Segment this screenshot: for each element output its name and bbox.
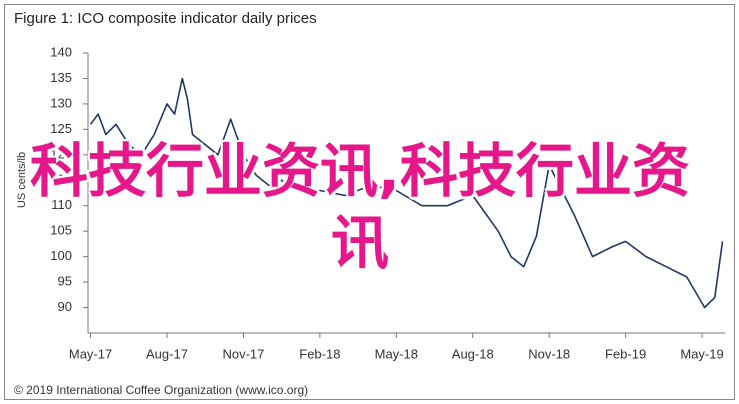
y-tick-label: 140 [50,44,72,59]
source: © 2019 International Coffee Organization… [14,383,308,397]
chart-title: Figure 1: ICO composite indicator daily … [14,10,317,27]
x-tick-label: May-19 [680,346,723,361]
x-tick-label: Feb-19 [605,346,646,361]
x-tick-label: Aug-18 [452,346,494,361]
y-tick-label: 105 [50,223,72,238]
x-tick-label: Nov-17 [222,346,264,361]
y-tick-label: 115 [51,172,72,187]
overlay-text: 科技行业资讯,科技行业资讯 [29,137,691,277]
x-tick-label: Feb-18 [299,346,340,361]
y-tick-label: 90 [58,299,72,314]
y-tick-label: 130 [50,95,72,110]
y-tick-label: 135 [50,70,72,85]
y-tick-label: 120 [50,146,72,161]
y-tick-label: 125 [50,121,72,136]
y-tick-label: 100 [50,248,72,263]
frame [4,4,735,400]
line-series [89,77,724,309]
y-axis-label: US cents/lb [16,152,28,208]
x-tick-label: Nov-18 [528,346,570,361]
x-tick-label: Aug-17 [146,346,188,361]
y-tick-label: 95 [58,274,72,289]
x-tick-label: May-18 [375,346,418,361]
y-tick-label: 110 [51,197,72,212]
x-tick-label: May-17 [69,346,112,361]
